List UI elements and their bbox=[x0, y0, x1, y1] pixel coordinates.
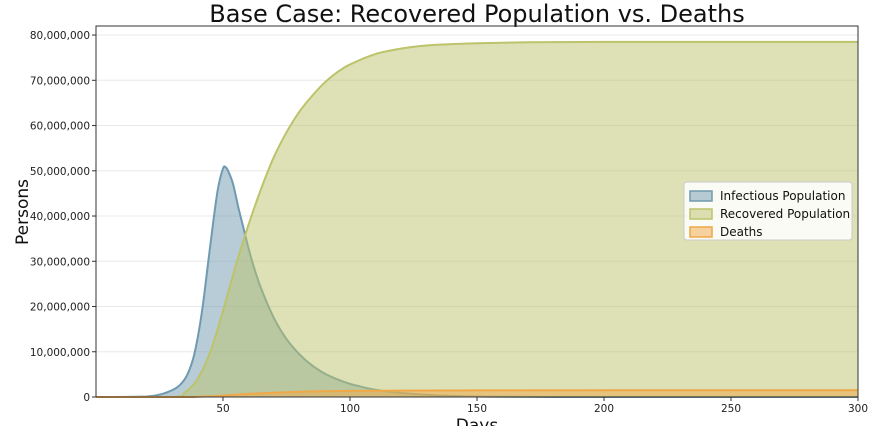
y-tick-label: 70,000,000 bbox=[30, 75, 90, 87]
series-area bbox=[96, 41, 858, 397]
y-tick-label: 0 bbox=[83, 392, 90, 404]
series-layer bbox=[95, 40, 859, 399]
y-tick-label: 80,000,000 bbox=[30, 30, 90, 42]
legend-label: Infectious Population bbox=[720, 189, 845, 203]
x-tick-label: 100 bbox=[340, 403, 360, 415]
x-axis-label: Days bbox=[456, 416, 499, 426]
x-tick-label: 250 bbox=[721, 403, 741, 415]
legend-swatch bbox=[689, 190, 713, 202]
legend-label: Deaths bbox=[720, 225, 763, 239]
y-tick-label: 30,000,000 bbox=[30, 256, 90, 268]
chart-title: Base Case: Recovered Population vs. Deat… bbox=[209, 0, 744, 28]
legend-label: Recovered Population bbox=[720, 207, 850, 221]
x-tick-label: 200 bbox=[594, 403, 614, 415]
legend-box bbox=[683, 181, 853, 241]
legend: Infectious Population Recovered Populatio… bbox=[683, 181, 853, 241]
series-line bbox=[96, 40, 858, 399]
series-area bbox=[96, 390, 858, 397]
series-recovered-population bbox=[96, 40, 858, 399]
axis-ticks: 50 100 150 200 250 300 0 10,000,000 20,000,000 30… bbox=[30, 30, 868, 415]
legend-swatch bbox=[689, 226, 713, 238]
y-tick-label: 60,000,000 bbox=[30, 121, 90, 133]
x-tick-label: 50 bbox=[216, 403, 229, 415]
y-tick-label: 40,000,000 bbox=[30, 211, 90, 223]
y-tick-label: 10,000,000 bbox=[30, 347, 90, 359]
x-tick-label: 150 bbox=[467, 403, 487, 415]
x-tick-label: 300 bbox=[848, 403, 868, 415]
legend-swatch bbox=[689, 208, 713, 220]
y-tick-label: 20,000,000 bbox=[30, 302, 90, 314]
y-tick-label: 50,000,000 bbox=[30, 166, 90, 178]
y-axis-label: Persons bbox=[13, 179, 33, 245]
